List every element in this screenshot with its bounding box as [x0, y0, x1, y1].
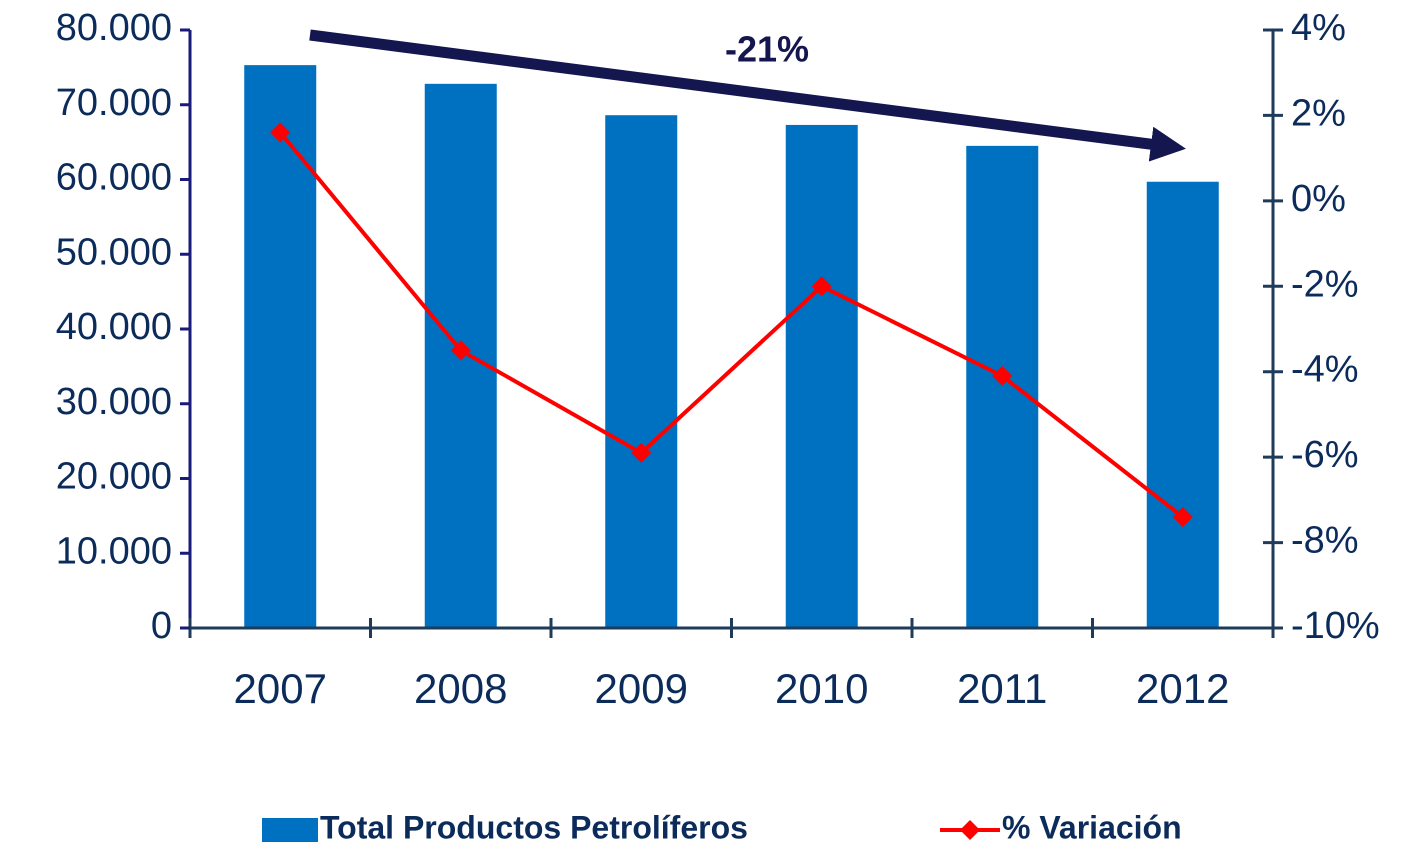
- legend-marker: [960, 820, 980, 840]
- line-marker: [811, 276, 832, 297]
- legend-label: % Variación: [1002, 809, 1182, 845]
- bar: [785, 124, 858, 629]
- annotation: -21%: [725, 29, 809, 70]
- line-marker: [631, 442, 652, 463]
- y-tick-label: 50.000: [56, 231, 172, 273]
- line-marker: [992, 365, 1013, 386]
- x-tick-label: 2011: [957, 665, 1047, 712]
- bar: [1146, 181, 1219, 628]
- y-tick-label: 70.000: [56, 82, 172, 124]
- x-tick-label: 2012: [1136, 665, 1229, 712]
- bar: [605, 115, 678, 629]
- y2-tick-label: -10%: [1291, 605, 1380, 647]
- y-tick-label: 40.000: [56, 306, 172, 348]
- bar: [966, 145, 1039, 629]
- x-tick-label: 2009: [595, 665, 688, 712]
- trend-arrow: [309, 29, 1186, 162]
- y2-tick-label: 4%: [1291, 7, 1346, 49]
- y2-tick-label: -4%: [1291, 349, 1359, 391]
- y2-tick-label: -8%: [1291, 520, 1359, 562]
- y-tick-label: 10.000: [56, 530, 172, 572]
- y2-tick-label: 0%: [1291, 178, 1346, 220]
- y2-tick-label: -6%: [1291, 434, 1359, 476]
- line-marker: [1172, 506, 1193, 527]
- x-tick-label: 2007: [234, 665, 327, 712]
- y2-tick-label: -2%: [1291, 263, 1359, 305]
- y-tick-label: 60.000: [56, 157, 172, 199]
- y-tick-label: 30.000: [56, 381, 172, 423]
- bar: [244, 65, 317, 628]
- y-tick-label: 80.000: [56, 7, 172, 49]
- x-tick-label: 2008: [414, 665, 507, 712]
- line: [278, 131, 1184, 519]
- line-marker: [270, 122, 291, 143]
- legend-swatch: [262, 818, 318, 842]
- y2-tick-label: 2%: [1291, 92, 1346, 134]
- y-tick-label: 0: [151, 605, 172, 647]
- y-tick-label: 20.000: [56, 456, 172, 498]
- line-marker: [450, 340, 471, 361]
- legend-label: Total Productos Petrolíferos: [320, 809, 748, 845]
- x-tick-label: 2010: [775, 665, 868, 712]
